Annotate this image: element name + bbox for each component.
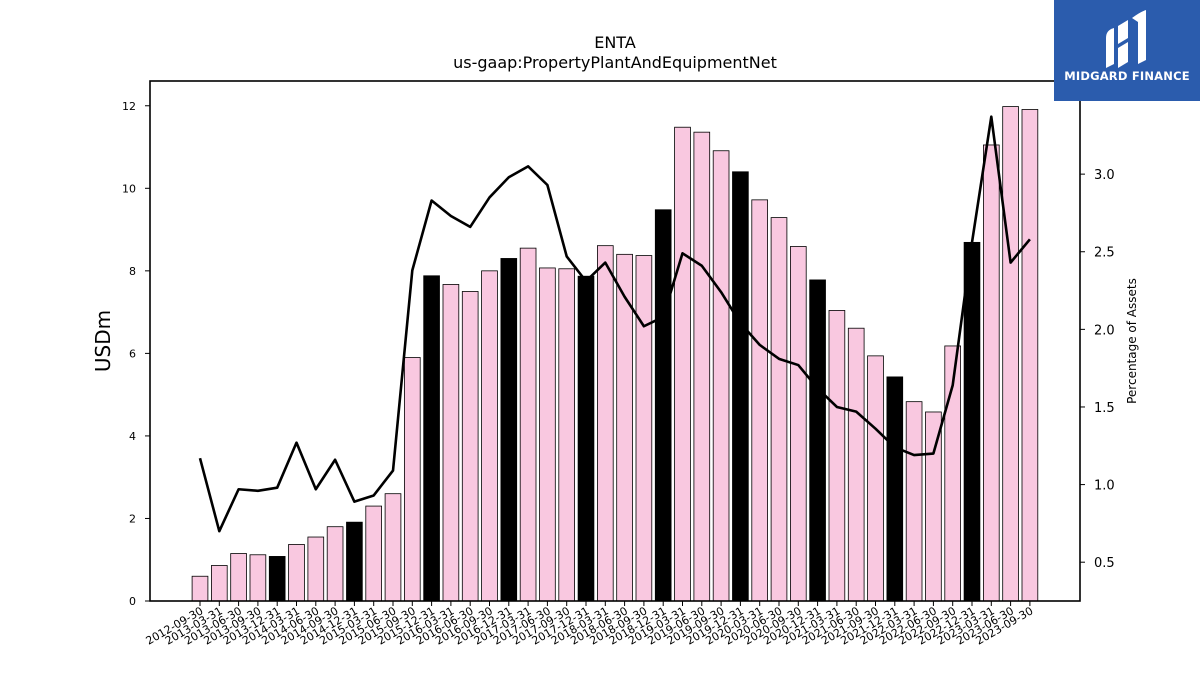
bar-2021-09-30 xyxy=(867,355,884,602)
bar-2016-03-31 xyxy=(442,284,460,602)
y-tick-label: 0 xyxy=(129,595,136,608)
bar-2019-03-31 xyxy=(674,126,691,602)
bar-2022-12-31 xyxy=(963,241,981,602)
bar-2016-12-31 xyxy=(500,258,518,602)
bar-2015-06-30 xyxy=(384,493,402,602)
y2-tick-label: 1.5 xyxy=(1094,401,1115,416)
bar-2018-09-30 xyxy=(635,255,653,602)
bar-2019-09-30 xyxy=(712,150,730,602)
y2-tick-label: 2.5 xyxy=(1094,246,1115,261)
bar-2020-06-30 xyxy=(770,217,788,602)
percentage-line xyxy=(198,115,1031,533)
chart-title: ENTA xyxy=(594,33,636,52)
bar-2018-12-31 xyxy=(654,209,672,602)
midgard-logo-icon xyxy=(1106,10,1146,68)
bar-2015-03-31 xyxy=(365,505,382,602)
bar-2022-03-31 xyxy=(905,401,923,602)
bar-2018-03-31 xyxy=(597,245,614,602)
bar-2017-12-31 xyxy=(577,275,595,602)
bar-2022-06-30 xyxy=(925,411,942,602)
bar-2016-09-30 xyxy=(481,270,498,602)
logo-text: MIDGARD FINANCE xyxy=(1064,69,1190,83)
y-tick-label: 10 xyxy=(122,182,136,195)
bar-2012-09-30 xyxy=(191,575,209,602)
brand-logo: MIDGARD FINANCE xyxy=(1054,0,1200,101)
bar-2023-09-30 xyxy=(1021,109,1039,602)
bar-2014-09-30 xyxy=(326,526,344,602)
bar-2023-03-31 xyxy=(983,144,1000,602)
bars xyxy=(191,106,1039,602)
y-axis-label: USDm xyxy=(91,310,115,372)
bar-2020-03-31 xyxy=(751,199,768,602)
bar-2019-06-30 xyxy=(693,131,711,602)
y2-tick-label: 2.0 xyxy=(1094,323,1115,338)
y-tick-label: 4 xyxy=(129,430,136,443)
bar-2013-12-31 xyxy=(268,556,286,602)
y2-tick-label: 1.0 xyxy=(1094,479,1115,494)
bar-2014-06-30 xyxy=(307,536,325,602)
bar-2021-12-31 xyxy=(886,376,904,602)
plot-frame xyxy=(149,80,1081,602)
bar-2015-09-30 xyxy=(403,357,421,602)
bar-2023-06-30 xyxy=(1002,106,1019,602)
y2-tick-label: 3.0 xyxy=(1094,168,1115,183)
line-layer xyxy=(198,115,1031,533)
bar-2017-09-30 xyxy=(558,268,575,602)
y-tick-label: 6 xyxy=(129,347,136,360)
y-tick-label: 2 xyxy=(129,512,136,525)
bar-2021-06-30 xyxy=(847,327,865,602)
chart-subtitle: us-gaap:PropertyPlantAndEquipmentNet xyxy=(453,53,777,72)
bar-2014-03-31 xyxy=(288,544,305,602)
bar-2016-06-30 xyxy=(461,291,479,602)
bar-2013-03-31 xyxy=(210,565,228,602)
bar-2017-06-30 xyxy=(539,267,556,602)
bar-2017-03-31 xyxy=(519,247,537,602)
ticks: 0246810120.51.01.52.02.53.02012-09-30201… xyxy=(122,100,1115,648)
bar-2013-06-30 xyxy=(230,553,247,602)
bar-2020-09-30 xyxy=(790,246,807,602)
bar-2013-09-30 xyxy=(249,554,267,602)
bar-2019-12-31 xyxy=(732,171,749,602)
bar-2015-12-31 xyxy=(423,275,440,602)
bar-2014-12-31 xyxy=(346,521,363,602)
y2-tick-label: 0.5 xyxy=(1094,556,1115,571)
y2-axis-label: Percentage of Assets xyxy=(1125,278,1139,404)
bar-2020-12-31 xyxy=(809,279,826,602)
y-tick-label: 8 xyxy=(129,265,136,278)
y-tick-label: 12 xyxy=(122,100,136,113)
axes xyxy=(149,80,1081,602)
bar-2021-03-31 xyxy=(828,310,846,602)
